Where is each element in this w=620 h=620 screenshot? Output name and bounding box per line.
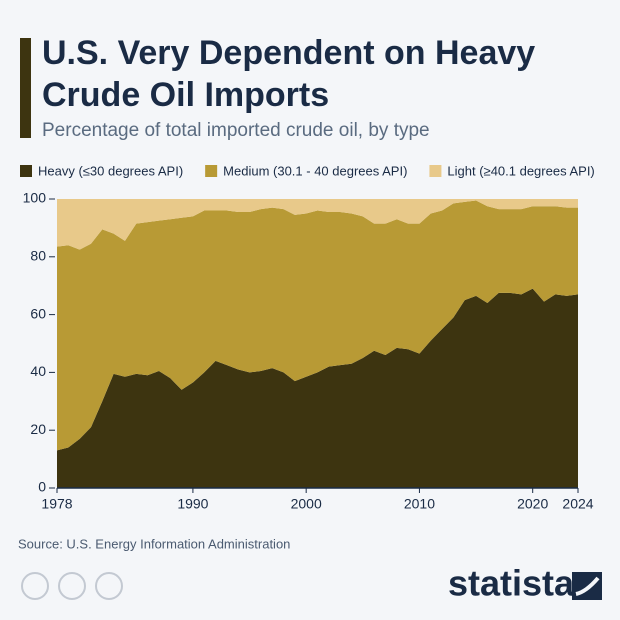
legend-label: Heavy (≤30 degrees API): [38, 163, 183, 178]
x-tick-label: 2020: [517, 496, 548, 512]
y-tick-label: 100: [23, 190, 47, 206]
accent-bar: [20, 38, 31, 138]
x-tick-label: 2000: [291, 496, 322, 512]
y-tick-label: 20: [30, 421, 46, 437]
legend-swatch: [20, 165, 32, 177]
y-tick-label: 60: [30, 305, 46, 321]
y-tick-label: 0: [38, 479, 46, 495]
legend-label: Medium (30.1 - 40 degrees API): [223, 163, 407, 178]
x-tick-label: 1990: [177, 496, 208, 512]
area: [57, 288, 578, 488]
legend-swatch: [429, 165, 442, 177]
legend-label: Light (≥40.1 degrees API): [447, 163, 594, 178]
license-icons: [21, 572, 123, 600]
brand-icon-stroke: [575, 576, 600, 596]
chart-title: U.S. Very Dependent on Heavy Crude Oil I…: [42, 34, 536, 114]
chart-subtitle: Percentage of total imported crude oil, …: [42, 120, 430, 141]
x-tick-label: 1978: [41, 496, 72, 512]
brand-logo: statista: [448, 563, 575, 604]
x-tick-label: 2024: [562, 496, 593, 512]
area: [57, 200, 578, 451]
legend-swatch: [205, 165, 218, 177]
area: [57, 199, 578, 250]
x-tick-label: 2010: [404, 496, 435, 512]
y-tick-label: 80: [30, 248, 46, 264]
source: Source: U.S. Energy Information Administ…: [18, 536, 290, 551]
y-tick-label: 40: [30, 363, 46, 379]
